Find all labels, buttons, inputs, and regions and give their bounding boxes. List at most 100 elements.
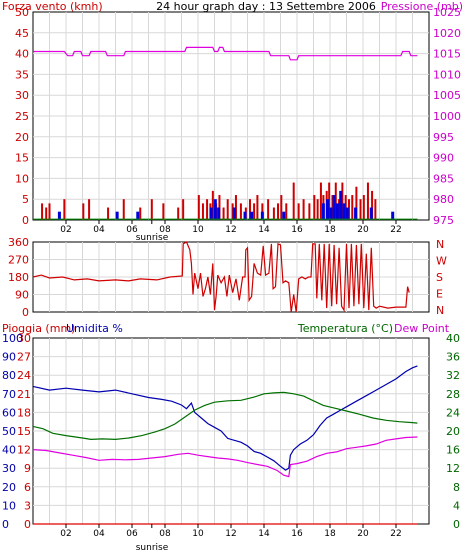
x-tick-label: 02 — [60, 529, 71, 539]
rain-tick-label: 6 — [24, 481, 31, 494]
y-left-tick-label: 180 — [8, 271, 29, 284]
temperature-tick-label: 40 — [446, 332, 460, 345]
temperature-tick-label: 32 — [446, 369, 460, 382]
sunrise-label: sunrise — [136, 543, 169, 553]
humidity-tick-label: 40 — [2, 444, 16, 457]
wind-speed-bar — [326, 199, 330, 220]
wind-speed-bar — [232, 207, 236, 220]
wind-speed-bar — [321, 203, 325, 220]
compass-label: N — [436, 304, 444, 317]
x-tick-label: 06 — [126, 225, 138, 235]
wind-gust-bar — [362, 195, 365, 220]
left-axis-label: Forza vento (kmh) — [2, 0, 103, 13]
y-right-tick-label: 985 — [433, 172, 454, 185]
wind-speed-bar — [332, 195, 336, 220]
rain-tick-label: 24 — [17, 369, 31, 382]
wind-speed-bar — [136, 211, 140, 220]
wind-speed-bar — [217, 207, 221, 220]
wind-gust-bar — [45, 207, 48, 220]
x-tick-label: 06 — [126, 529, 138, 539]
wind-direction-line — [32, 241, 410, 313]
x-tick-label: 16 — [291, 225, 303, 235]
x-tick-label: 02 — [60, 225, 71, 235]
wind-gust-bar — [253, 203, 256, 220]
wind-gust-bar — [88, 199, 91, 220]
wind-gust-bar — [351, 195, 354, 220]
wind-gust-bar — [162, 203, 165, 220]
wind-gust-bar — [226, 199, 229, 220]
humidity-tick-label: 0 — [2, 518, 9, 531]
temperature-tick-label: 16 — [446, 444, 460, 457]
wind-gust-bar — [316, 199, 319, 220]
y-left-tick-label: 5 — [22, 193, 29, 206]
y-right-tick-label: 995 — [433, 131, 454, 144]
temperature-tick-label: 4 — [453, 499, 460, 512]
wind-gust-bar — [297, 203, 300, 220]
wind-gust-bar — [150, 199, 153, 220]
wind-gust-bar — [239, 203, 242, 220]
x-tick-label: 16 — [291, 529, 303, 539]
wind-gust-bar — [206, 199, 209, 220]
wind-gust-bar — [256, 195, 259, 220]
wind-gust-bar — [374, 199, 377, 220]
x-tick-label: 04 — [93, 529, 105, 539]
wind-gust-bar — [302, 199, 305, 220]
rain-tick-label: 18 — [17, 406, 31, 419]
temperature-tick-label: 24 — [446, 406, 460, 419]
wind-gust-bar — [313, 195, 316, 220]
wind-speed-bar — [209, 207, 213, 220]
wind-gust-bar — [319, 182, 322, 220]
x-tick-label: 18 — [324, 529, 336, 539]
wind-gust-bar — [371, 190, 374, 220]
y-left-tick-label: 10 — [15, 172, 29, 185]
humidity-tick-label: 100 — [2, 332, 23, 345]
x-tick-label: 12 — [225, 529, 236, 539]
wind-gust-bar — [211, 190, 214, 220]
dew-point-axis-label: Dew Point — [394, 322, 450, 335]
grid — [33, 12, 429, 220]
wind-speed-bar — [391, 211, 395, 220]
wind-gust-bar — [41, 203, 44, 220]
x-tick-label: 10 — [192, 225, 204, 235]
humidity-tick-label: 20 — [2, 481, 16, 494]
y-right-tick-label: 1005 — [433, 89, 461, 102]
y-left-tick-label: 0 — [22, 214, 29, 227]
wind-gust-bar — [272, 207, 275, 220]
series-lines — [32, 241, 410, 313]
rain-axis-label: Pioggia (mm) — [2, 322, 75, 335]
wind-gust-bar — [355, 186, 358, 220]
wind-gust-bar — [139, 207, 142, 220]
rain-tick-label: 3 — [24, 499, 31, 512]
wind-gust-bar — [177, 207, 180, 220]
tick-labels: 0510152025303540455097598098599099510001… — [15, 6, 461, 235]
humidity-tick-label: 80 — [2, 369, 16, 382]
temperature-tick-label: 28 — [446, 388, 460, 401]
wind-gust-bar — [222, 207, 225, 220]
temperature-tick-label: 36 — [446, 351, 460, 364]
wind-gust-bar — [331, 195, 334, 220]
wind-speed-bar — [260, 211, 264, 220]
sunrise-label: sunrise — [136, 233, 169, 243]
wind-gust-bar — [107, 207, 110, 220]
wind-speed-bar — [282, 211, 286, 220]
y-left-tick-label: 45 — [15, 27, 29, 40]
wind-gust-bar — [280, 195, 283, 220]
x-tick-label: 20 — [357, 529, 369, 539]
y-right-tick-label: 1000 — [433, 110, 461, 123]
dew-point-line — [32, 436, 418, 478]
y-right-tick-label: 1015 — [433, 48, 461, 61]
y-left-tick-label: 90 — [15, 289, 29, 302]
temperature-tick-label: 12 — [446, 462, 460, 475]
wind-speed-bar — [243, 211, 247, 220]
humidity-temperature-panel: 0369121518212427300102030405060708090100… — [2, 322, 460, 553]
wind-speed-bar — [213, 199, 217, 220]
wind-gust-bar — [63, 199, 66, 220]
wind-gust-bar — [328, 182, 331, 220]
humidity-tick-label: 30 — [2, 462, 16, 475]
y-left-tick-label: 270 — [8, 254, 29, 267]
rain-tick-label: 21 — [17, 388, 31, 401]
rain-tick-label: 15 — [17, 425, 31, 438]
humidity-tick-label: 60 — [2, 406, 16, 419]
